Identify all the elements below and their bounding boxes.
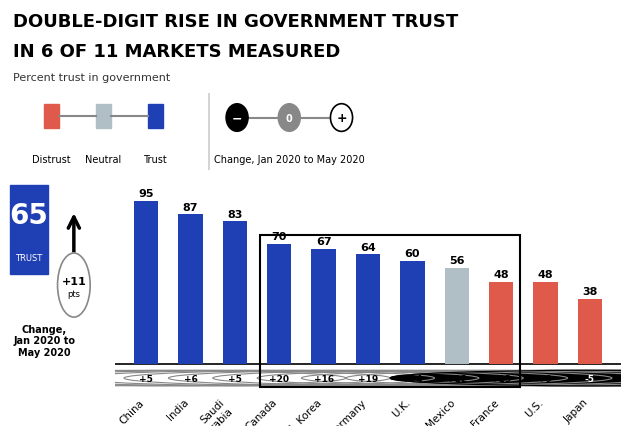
Bar	[400, 262, 424, 364]
Text: 38: 38	[582, 287, 598, 296]
Text: 83: 83	[227, 209, 243, 219]
Bar	[445, 268, 469, 364]
Text: 48: 48	[538, 269, 553, 279]
Text: +11: +11	[61, 276, 86, 286]
Text: 48: 48	[493, 269, 509, 279]
Text: -5: -5	[585, 374, 595, 383]
Text: Change, Jan 2020 to May 2020: Change, Jan 2020 to May 2020	[214, 155, 365, 165]
Circle shape	[124, 371, 524, 386]
Bar	[489, 282, 513, 364]
Text: +13: +13	[491, 374, 511, 383]
Circle shape	[212, 371, 612, 386]
Text: 95: 95	[138, 189, 154, 199]
Text: +12: +12	[447, 374, 467, 383]
Text: 0: 0	[286, 113, 292, 123]
Text: 70: 70	[271, 232, 287, 242]
Circle shape	[168, 371, 568, 386]
FancyBboxPatch shape	[10, 185, 48, 275]
Circle shape	[390, 371, 640, 386]
Circle shape	[0, 371, 346, 386]
FancyBboxPatch shape	[96, 105, 111, 128]
Text: −: −	[232, 112, 243, 125]
Text: 60: 60	[404, 249, 420, 259]
Circle shape	[301, 371, 640, 386]
Text: Change,
Jan 2020 to
May 2020: Change, Jan 2020 to May 2020	[13, 324, 76, 357]
Bar	[577, 299, 602, 364]
Text: IN 6 OF 11 MARKETS MEASURED: IN 6 OF 11 MARKETS MEASURED	[13, 43, 340, 60]
Circle shape	[226, 104, 248, 132]
Bar	[179, 215, 203, 364]
Text: 87: 87	[183, 202, 198, 213]
Text: Distrust: Distrust	[31, 155, 70, 165]
Text: TRUST: TRUST	[15, 253, 42, 262]
Bar	[312, 249, 336, 364]
Circle shape	[346, 371, 640, 386]
Circle shape	[80, 371, 479, 386]
Text: DOUBLE-DIGIT RISE IN GOVERNMENT TRUST: DOUBLE-DIGIT RISE IN GOVERNMENT TRUST	[13, 13, 458, 31]
Text: +5: +5	[228, 374, 242, 383]
Circle shape	[58, 253, 90, 317]
Text: +20: +20	[269, 374, 289, 383]
Text: 67: 67	[316, 237, 332, 247]
Text: +16: +16	[314, 374, 333, 383]
Text: Percent trust in government: Percent trust in government	[13, 72, 170, 82]
Text: 64: 64	[360, 242, 376, 252]
Text: Trust: Trust	[143, 155, 167, 165]
Circle shape	[0, 371, 390, 386]
Text: Neutral: Neutral	[85, 155, 121, 165]
Bar	[533, 282, 557, 364]
Text: +: +	[336, 112, 347, 125]
Circle shape	[278, 104, 300, 132]
Circle shape	[330, 104, 353, 132]
Text: +9: +9	[538, 374, 552, 383]
Bar	[356, 254, 380, 364]
FancyBboxPatch shape	[148, 105, 163, 128]
Text: pts: pts	[67, 289, 81, 299]
Circle shape	[35, 371, 435, 386]
Circle shape	[257, 371, 640, 386]
Text: +6: +6	[184, 374, 198, 383]
Text: +19: +19	[358, 374, 378, 383]
FancyBboxPatch shape	[44, 105, 59, 128]
Text: +5: +5	[140, 374, 153, 383]
Bar	[223, 222, 247, 364]
Text: 56: 56	[449, 256, 465, 266]
Bar	[267, 244, 291, 364]
Bar	[134, 201, 159, 364]
Text: 65: 65	[9, 201, 48, 229]
Text: +24: +24	[402, 374, 422, 383]
